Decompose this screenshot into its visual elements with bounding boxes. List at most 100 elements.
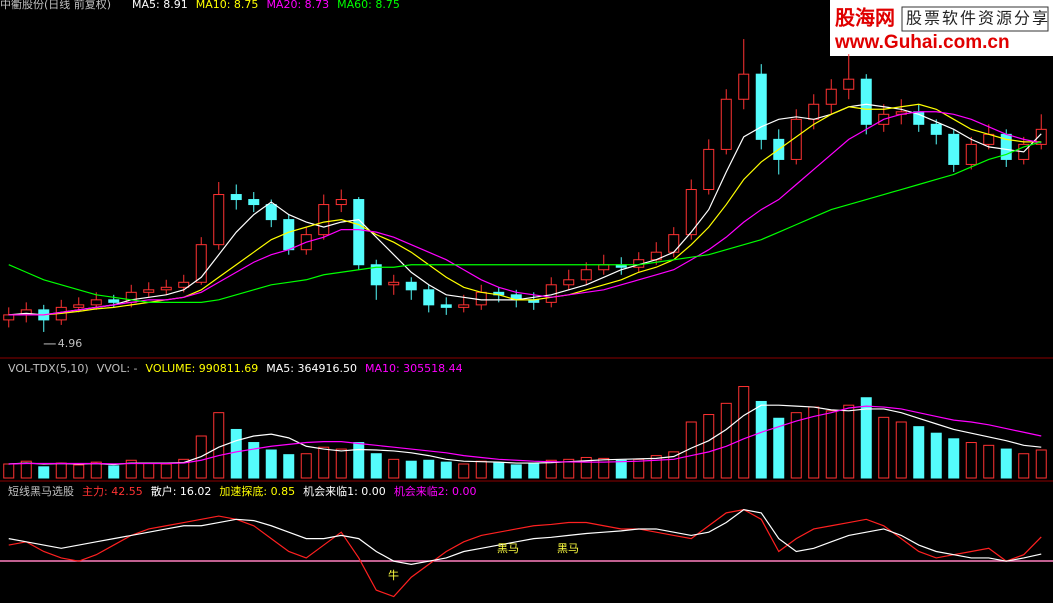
volume-bar [773, 417, 785, 479]
legend-entry: MA20: 8.73 [266, 0, 329, 11]
candle-body [178, 281, 190, 288]
volume-bar [248, 442, 260, 479]
volume-bar [230, 428, 242, 479]
volume-bar [615, 459, 627, 479]
volume-bar [20, 460, 32, 479]
candle-body [580, 269, 592, 281]
volume-bar [423, 459, 435, 479]
watermark: 股海网 股票软件资源分享 www.Guhai.com.cn [830, 0, 1053, 56]
candle-body [475, 291, 487, 306]
volume-bar [160, 463, 172, 479]
watermark-brand: 股海网 [835, 6, 895, 30]
volume-bar [895, 421, 907, 479]
candle-body [703, 148, 715, 191]
watermark-slogan: 股票软件资源分享 [906, 9, 1050, 28]
volume-bar [475, 460, 487, 479]
candle-body [143, 289, 155, 293]
candle-body [860, 78, 872, 125]
volume-bar [1018, 453, 1030, 479]
series-line [8, 509, 1042, 565]
legend-entry: MA5: 364916.50 [266, 362, 357, 375]
volume-bar [335, 448, 347, 479]
candle-body [843, 78, 855, 90]
low-label: 4.96 [58, 337, 83, 350]
volume-bar [528, 463, 540, 479]
candle-body [738, 73, 750, 100]
volume-bar [440, 461, 452, 479]
series-line [8, 141, 1042, 303]
candle-body [318, 204, 330, 236]
candle-body [458, 304, 470, 308]
volume-bar [73, 464, 85, 479]
volume-bar [1035, 449, 1047, 479]
candle-body [685, 189, 697, 236]
volume-bar [300, 453, 312, 479]
candle-body [930, 123, 942, 135]
volume-bar [388, 458, 400, 479]
candle-body [790, 118, 802, 160]
volume-bar [948, 438, 960, 479]
volume-bar [738, 386, 750, 479]
legend-entry: VOL-TDX(5,10) [8, 362, 89, 375]
volume-bar [878, 416, 890, 479]
volume-bar [790, 412, 802, 479]
volume-bar [405, 460, 417, 479]
candle-body [405, 281, 417, 291]
candle-body [965, 143, 977, 165]
volume-bar [580, 456, 592, 479]
volume-bar [125, 459, 137, 479]
volume-bar [563, 458, 575, 479]
series-line [8, 405, 1042, 465]
volume-bar [178, 458, 190, 479]
candle-body [265, 204, 277, 221]
watermark-url: www.Guhai.com.cn [834, 32, 1010, 53]
candle-body [73, 304, 85, 308]
series-line [8, 103, 1042, 316]
candle-body [230, 194, 242, 201]
candle-body [3, 314, 15, 321]
candle-body [948, 133, 960, 165]
legend-entry: 机会来临1: 0.00 [303, 484, 386, 498]
volume-bar [1000, 448, 1012, 479]
stock-title: 中衢股份(日线 前复权) [0, 0, 111, 11]
candle-body [668, 234, 680, 253]
legend-entry: 机会来临2: 0.00 [394, 484, 477, 498]
candle-body [598, 264, 610, 271]
volume-bar [370, 453, 382, 479]
candle-body [388, 281, 400, 286]
legend-entry: 主力: 42.55 [82, 485, 143, 498]
candle-body [195, 244, 207, 283]
legend-entry: 短线黑马选股 [8, 484, 74, 498]
candle-body [755, 73, 767, 140]
candle-body [423, 289, 435, 306]
volume-bar [353, 442, 365, 479]
legend-entry: 加速探底: 0.85 [219, 484, 295, 498]
volume-bar [720, 402, 732, 479]
candle-body [440, 304, 452, 308]
legend-entry: VVOL: - [97, 362, 138, 375]
volume-bar [825, 410, 837, 479]
volume-bar [843, 404, 855, 479]
volume-bar [930, 432, 942, 479]
legend-entry: MA10: 8.75 [196, 0, 259, 11]
volume-bar [55, 462, 67, 479]
legend-entry: VOLUME: 990811.69 [146, 362, 259, 375]
legend-entry: MA10: 305518.44 [365, 362, 463, 375]
volume-bar [913, 426, 925, 479]
volume-bar [265, 449, 277, 479]
volume-bar [703, 414, 715, 479]
candle-body [283, 219, 295, 251]
candle-body [825, 88, 837, 105]
candle-body [720, 98, 732, 150]
volume-bar [633, 458, 645, 479]
candle-body [108, 299, 120, 303]
legend-entry: MA5: 8.91 [132, 0, 188, 11]
volume-bar [143, 462, 155, 479]
volume-bar [668, 451, 680, 479]
volume-bar [598, 457, 610, 479]
candle-body [335, 199, 347, 206]
legend-entry: 散户: 16.02 [151, 484, 212, 498]
volume-bar [3, 463, 15, 479]
volume-bar [493, 462, 505, 479]
